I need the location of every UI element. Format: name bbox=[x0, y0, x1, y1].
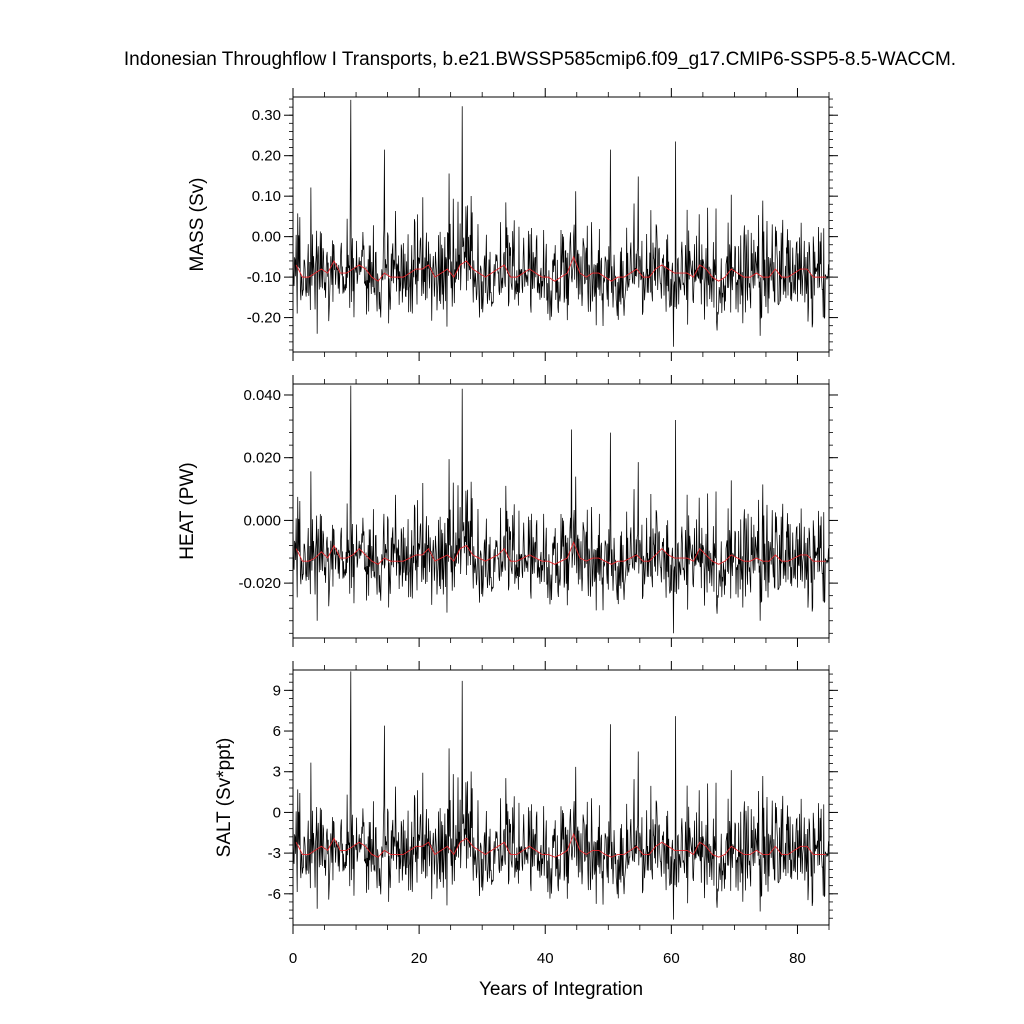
plot-frame-salt bbox=[292, 669, 830, 926]
panel-salt: 9 6 3 0 -3 -6 SALT (Sv*ppt) bbox=[214, 661, 838, 934]
y-axis-label-salt: SALT (Sv*ppt) bbox=[214, 738, 235, 858]
y-tick-label-heat: 0.020 bbox=[243, 450, 281, 467]
y-tick-label-salt: -6 bbox=[268, 886, 281, 903]
x-tick-label: 20 bbox=[411, 950, 428, 967]
series-monthly-mass bbox=[293, 99, 829, 347]
series-monthly-heat bbox=[293, 385, 829, 634]
y-tick-label-salt: 0 bbox=[273, 804, 281, 821]
y-tick-label-heat: 0.000 bbox=[243, 512, 281, 529]
y-tick-label-mass: -0.20 bbox=[247, 310, 281, 327]
plot-frame-mass bbox=[292, 96, 830, 353]
series-monthly-salt bbox=[293, 671, 829, 920]
x-tick-label: 60 bbox=[663, 950, 680, 967]
y-tick-label-heat: -0.020 bbox=[238, 575, 281, 592]
series-annual-salt bbox=[295, 832, 826, 858]
plot-frame-heat bbox=[292, 383, 830, 639]
chart-title: Indonesian Throughflow I Transports, b.e… bbox=[124, 49, 956, 70]
series-annual-heat bbox=[295, 541, 826, 565]
panel-mass: 0.30 0.20 0.10 0.00 -0.10 -0.20 MASS (Sv) bbox=[187, 88, 838, 361]
y-axis-label-heat: HEAT (PW) bbox=[177, 462, 198, 559]
x-axis-label: Years of Integration bbox=[479, 979, 643, 1000]
y-tick-label-salt: 6 bbox=[273, 723, 281, 740]
series-annual-mass bbox=[295, 255, 826, 282]
panel-heat: 0.040 0.020 0.000 -0.020 HEAT (PW) bbox=[177, 375, 838, 647]
x-tick-label: 40 bbox=[537, 950, 554, 967]
panels: 0.30 0.20 0.10 0.00 -0.10 -0.20 MASS (Sv) 0.040… bbox=[177, 88, 838, 967]
x-tick-label: 0 bbox=[289, 950, 297, 967]
y-tick-label-mass: 0.00 bbox=[252, 229, 281, 246]
y-tick-label-salt: 3 bbox=[273, 764, 281, 781]
y-tick-label-mass: -0.10 bbox=[247, 269, 281, 286]
y-tick-label-heat: 0.040 bbox=[243, 387, 281, 404]
y-tick-label-salt: 9 bbox=[273, 682, 281, 699]
y-tick-label-mass: 0.10 bbox=[252, 188, 281, 205]
y-axis-label-mass: MASS (Sv) bbox=[187, 178, 208, 272]
x-tick-label: 80 bbox=[789, 950, 806, 967]
y-tick-label-mass: 0.20 bbox=[252, 148, 281, 165]
y-tick-label-mass: 0.30 bbox=[252, 107, 281, 124]
y-tick-label-salt: -3 bbox=[268, 845, 281, 862]
